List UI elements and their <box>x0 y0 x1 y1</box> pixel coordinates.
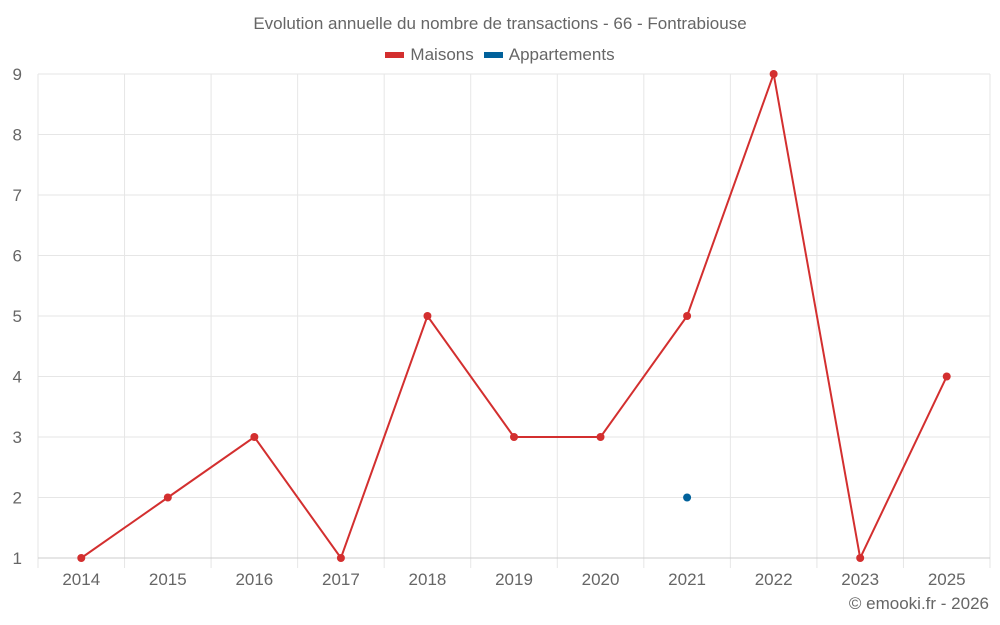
legend-label: Appartements <box>508 45 615 64</box>
data-point[interactable] <box>683 493 692 502</box>
legend-label: Maisons <box>410 45 474 64</box>
legend: Maisons Appartements <box>0 45 1000 65</box>
legend-item-appartements[interactable]: Appartements <box>483 45 615 65</box>
x-tick-label: 2014 <box>62 570 100 589</box>
data-point[interactable] <box>77 554 86 562</box>
data-point[interactable] <box>683 312 692 320</box>
y-tick-label: 3 <box>13 428 22 447</box>
x-tick-label: 2017 <box>322 570 360 589</box>
data-point[interactable] <box>596 433 605 441</box>
chart-title: Evolution annuelle du nombre de transact… <box>253 14 747 33</box>
x-tick-label: 2016 <box>235 570 273 589</box>
x-tick-label: 2019 <box>495 570 533 589</box>
data-point[interactable] <box>250 433 259 441</box>
data-point[interactable] <box>423 312 432 320</box>
copyright-footer: © emooki.fr - 2026 <box>848 594 989 613</box>
data-point[interactable] <box>856 554 865 562</box>
appartements-swatch-icon <box>483 52 503 58</box>
data-point[interactable] <box>163 493 172 502</box>
y-tick-label: 5 <box>13 307 22 326</box>
x-tick-label: 2018 <box>409 570 447 589</box>
data-point[interactable] <box>336 554 345 562</box>
x-tick-label: 2022 <box>755 570 793 589</box>
y-tick-label: 1 <box>13 549 22 568</box>
maisons-swatch-icon <box>385 52 405 58</box>
y-tick-label: 8 <box>13 126 22 145</box>
y-tick-label: 9 <box>13 65 22 84</box>
legend-item-maisons[interactable]: Maisons <box>385 45 474 65</box>
data-point[interactable] <box>942 372 951 381</box>
data-point[interactable] <box>510 433 518 441</box>
x-tick-label: 2025 <box>928 570 966 589</box>
data-point[interactable] <box>769 70 778 78</box>
x-tick-label: 2021 <box>668 570 706 589</box>
x-tick-label: 2015 <box>149 570 187 589</box>
y-tick-label: 4 <box>13 368 22 387</box>
x-tick-label: 2020 <box>582 570 620 589</box>
y-tick-label: 6 <box>13 247 22 266</box>
x-tick-label: 2023 <box>841 570 879 589</box>
y-tick-label: 2 <box>13 489 22 508</box>
y-tick-label: 7 <box>13 186 22 205</box>
